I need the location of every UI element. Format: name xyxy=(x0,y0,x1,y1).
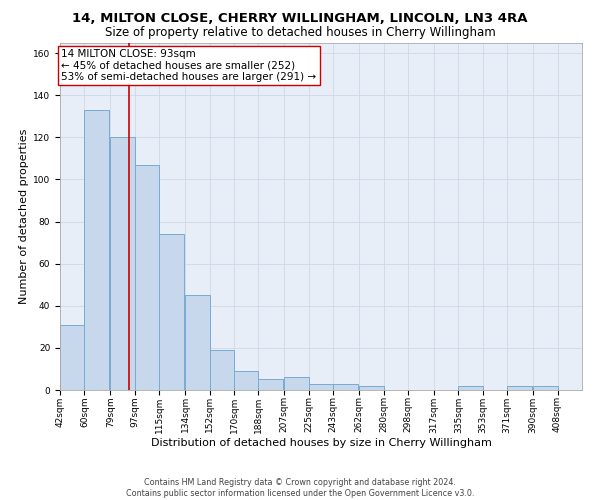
Text: Size of property relative to detached houses in Cherry Willingham: Size of property relative to detached ho… xyxy=(104,26,496,39)
Bar xyxy=(333,384,358,390)
Text: 14, MILTON CLOSE, CHERRY WILLINGHAM, LINCOLN, LN3 4RA: 14, MILTON CLOSE, CHERRY WILLINGHAM, LIN… xyxy=(72,12,528,26)
Bar xyxy=(185,295,209,390)
Bar xyxy=(359,386,383,390)
Bar xyxy=(458,386,483,390)
Bar xyxy=(507,386,532,390)
Bar xyxy=(60,324,85,390)
Bar xyxy=(135,164,159,390)
Bar xyxy=(284,378,309,390)
Y-axis label: Number of detached properties: Number of detached properties xyxy=(19,128,29,304)
Bar xyxy=(309,384,333,390)
Text: Contains HM Land Registry data © Crown copyright and database right 2024.
Contai: Contains HM Land Registry data © Crown c… xyxy=(126,478,474,498)
X-axis label: Distribution of detached houses by size in Cherry Willingham: Distribution of detached houses by size … xyxy=(151,438,491,448)
Bar xyxy=(110,138,135,390)
Bar xyxy=(533,386,557,390)
Bar xyxy=(259,380,283,390)
Bar xyxy=(85,110,109,390)
Bar xyxy=(234,371,259,390)
Bar xyxy=(159,234,184,390)
Text: 14 MILTON CLOSE: 93sqm
← 45% of detached houses are smaller (252)
53% of semi-de: 14 MILTON CLOSE: 93sqm ← 45% of detached… xyxy=(61,49,316,82)
Bar xyxy=(209,350,234,390)
